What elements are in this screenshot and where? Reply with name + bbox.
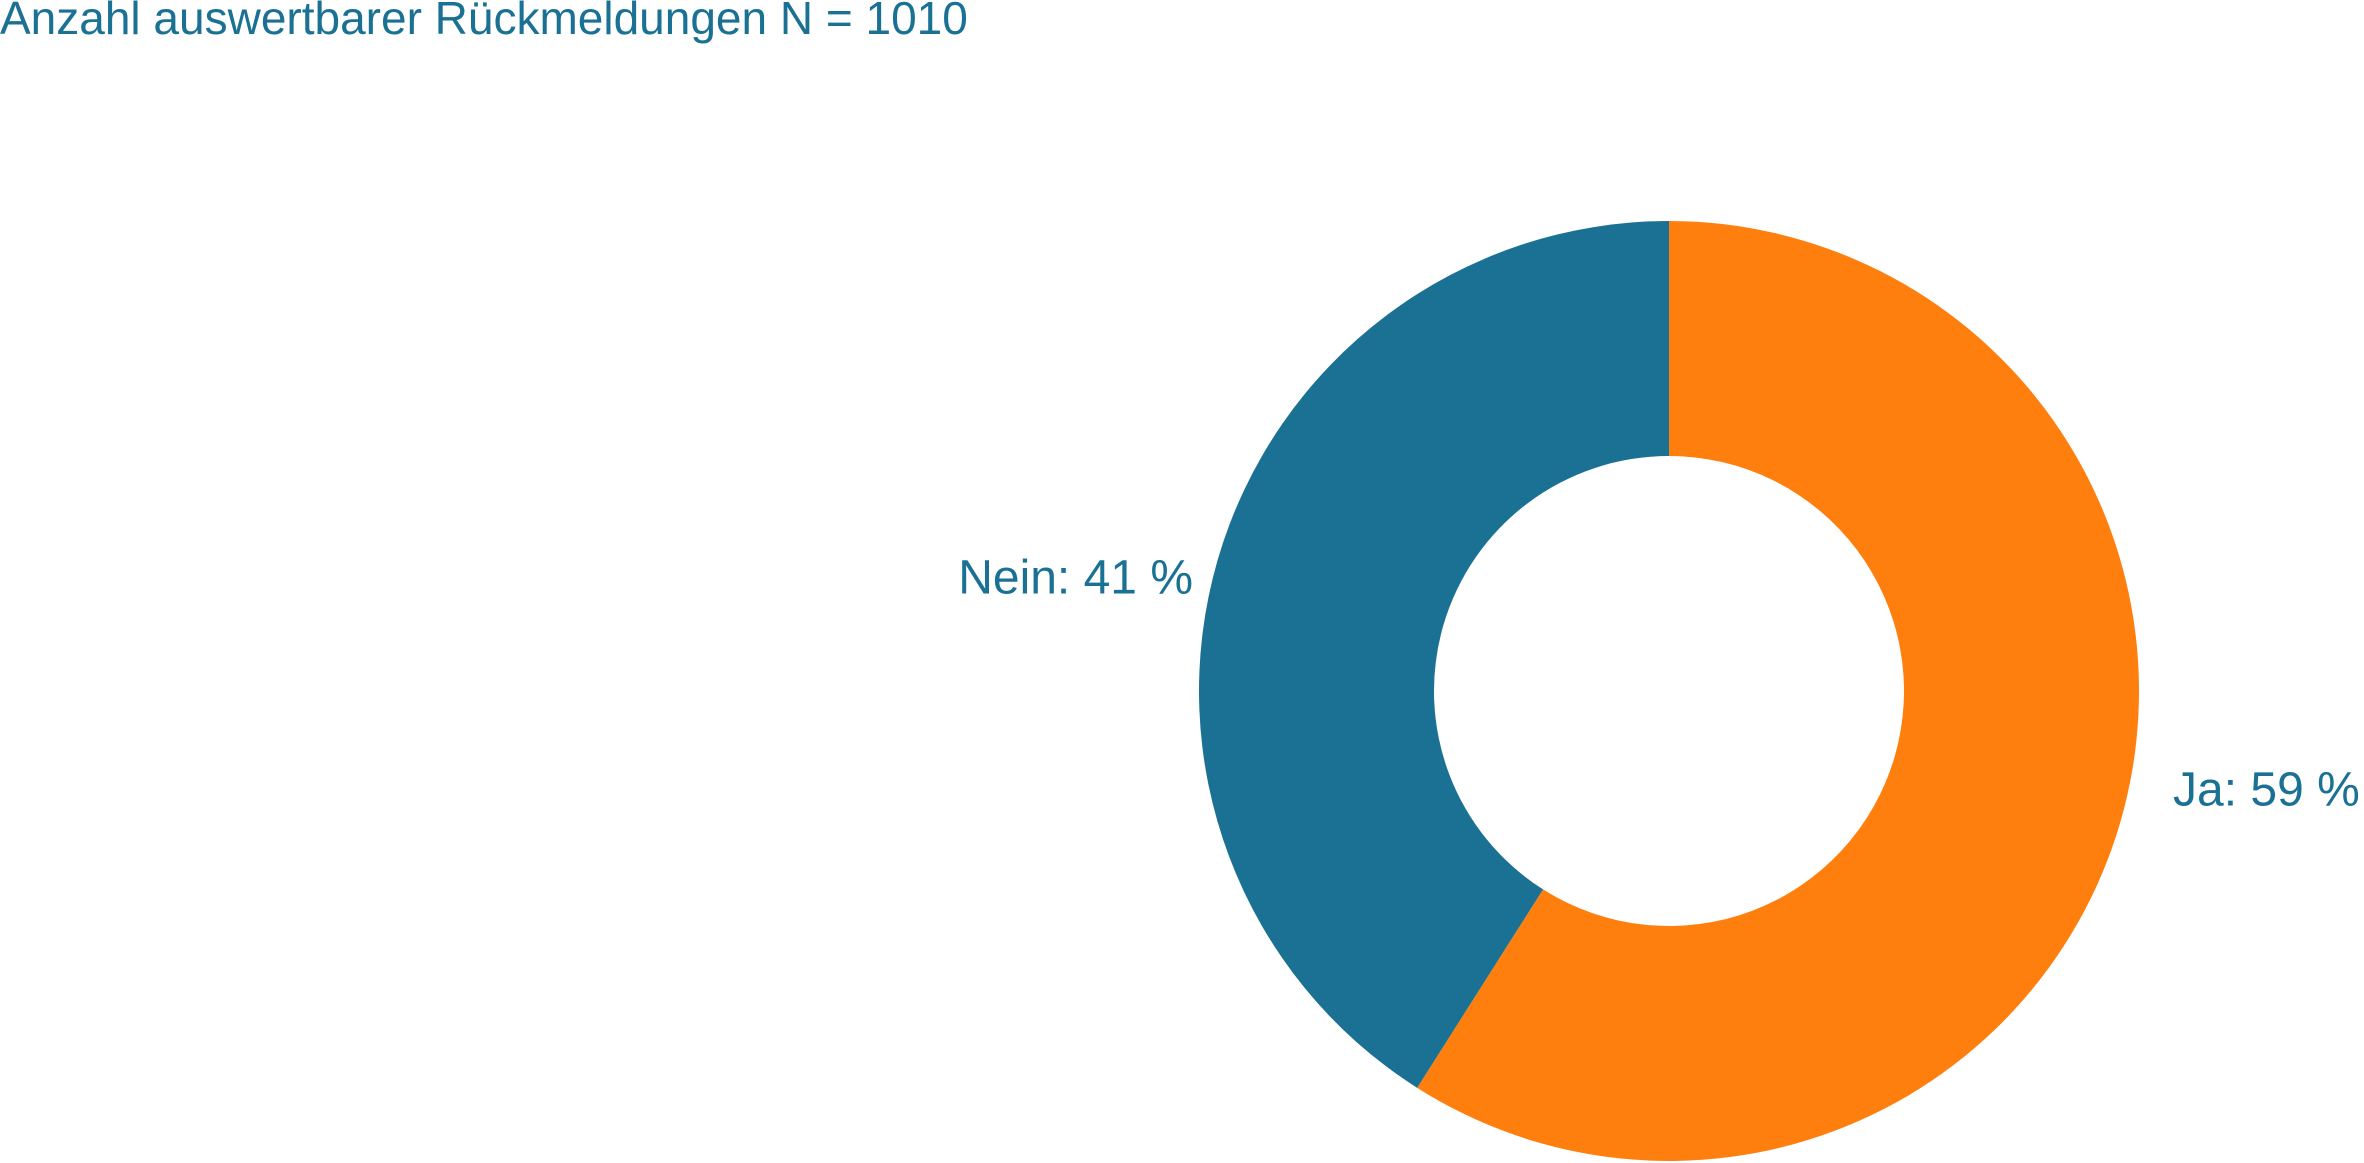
slice-label-ja: Ja: 59 % <box>2173 764 2360 817</box>
slice-labels: Ja: 59 % Nein: 41 % <box>958 552 2360 817</box>
slice-ja <box>1417 221 2140 1161</box>
slice-nein <box>1199 221 1669 1088</box>
slice-label-nein: Nein: 41 % <box>958 552 1193 605</box>
chart-title: Anzahl auswertbarer Rückmeldungen N = 10… <box>0 0 968 44</box>
donut-slices <box>1199 221 2140 1161</box>
